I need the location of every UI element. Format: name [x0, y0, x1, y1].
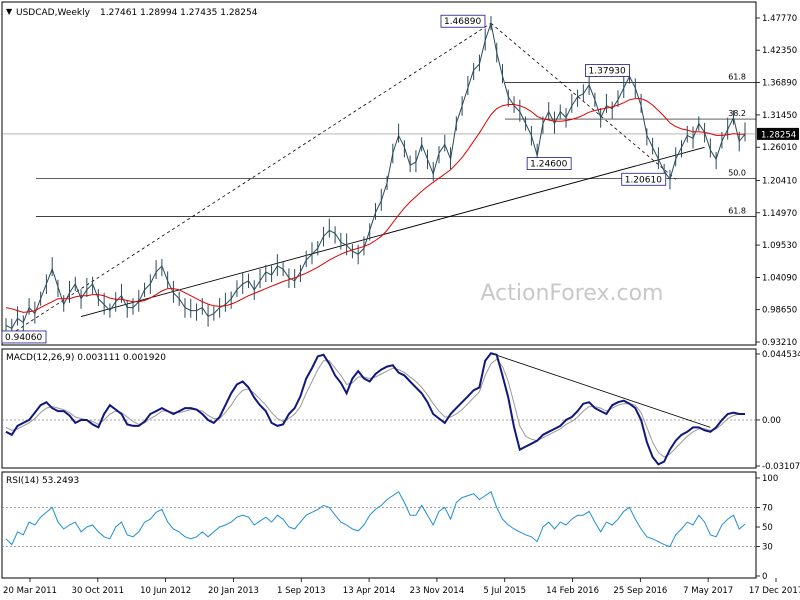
dashed-fall-line	[490, 22, 676, 180]
price-tick-label: 1.47770	[762, 14, 797, 24]
annotation-box	[526, 157, 572, 170]
price-tick-label: 0.93210	[762, 338, 797, 348]
annotation-box	[585, 64, 630, 77]
chart-dropdown-icon[interactable]: ▼	[6, 7, 13, 16]
price-tick-label: 1.26010	[762, 143, 797, 153]
fib-label: 61.8	[728, 207, 746, 216]
fib-label: 50.0	[728, 169, 746, 178]
time-tick-label: 25 Sep 2016	[613, 586, 667, 596]
fib-level-lines: 61.8 38.2 50.0 61.8	[2, 72, 756, 217]
rsi-tick-label: 50	[762, 523, 773, 533]
price-tick-label: 0.98650	[762, 306, 797, 316]
time-axis: 20 Mar 2011 30 Oct 2011 10 Jun 2012 20 Jan …	[3, 578, 800, 596]
macd-panel	[1, 348, 757, 469]
annotation-label: 1.37930	[589, 66, 626, 76]
macd-tick-label: 0.044534	[762, 350, 800, 360]
rsi-tick-label: 100	[762, 474, 778, 484]
watermark: ActionForex.com	[481, 281, 664, 306]
price-series	[5, 16, 746, 339]
time-tick-label: 20 Mar 2011	[3, 586, 57, 596]
annotation-box	[440, 14, 486, 28]
price-annotations: 1.46890 1.37930 1.24600 1.20610 0.94060	[1, 14, 667, 344]
annotation-label: 0.94060	[5, 333, 42, 343]
time-tick-label: 7 May 2017	[683, 586, 733, 596]
macd-line	[5, 352, 745, 466]
time-tick-label: 30 Oct 2011	[72, 586, 125, 596]
signal-line	[5, 358, 745, 458]
annotation-box	[621, 172, 667, 186]
fib-label: 38.2	[728, 109, 746, 118]
rsi-panel	[1, 471, 757, 579]
rsi-tick-label: 70	[762, 503, 773, 513]
rsi-tick-label: 0	[762, 572, 767, 582]
price-axis: 1.47770 1.42350 1.36890 1.31450 1.26010 1.204…	[756, 14, 799, 348]
moving-average-line	[5, 98, 745, 313]
ohlc-readout: 1.27461 1.28994 1.27435 1.28254	[100, 8, 258, 18]
price-tick-label: 1.42350	[762, 46, 797, 56]
last-price-label: 1.28254	[761, 130, 796, 140]
annotation-label: 1.20610	[625, 175, 662, 185]
last-price-badge	[757, 127, 799, 140]
price-tick-label: 1.14970	[762, 209, 797, 219]
time-tick-label: 17 Dec 2017	[749, 586, 800, 596]
time-tick-label: 5 Jul 2015	[483, 586, 526, 596]
macd-trend	[490, 352, 711, 428]
time-tick-label: 23 Nov 2014	[410, 586, 464, 596]
time-tick-label: 20 Jan 2013	[208, 586, 259, 596]
macd-label: MACD(12,26,9) 0.003111 0.001920	[6, 353, 166, 363]
price-close-line	[5, 21, 746, 330]
rsi-label: RSI(14) 53.2493	[6, 476, 79, 486]
annotation-label: 1.46890	[444, 17, 481, 27]
time-tick-label: 13 Apr 2014	[343, 586, 396, 596]
chart-title: USDCAD,Weekly	[16, 8, 91, 18]
price-tick-label: 1.31450	[762, 111, 797, 121]
annotation-label: 1.24600	[530, 160, 567, 170]
rsi-line	[5, 490, 746, 548]
support-trend-line	[80, 146, 705, 317]
annotation-box	[1, 330, 47, 344]
price-tick-label: 1.09530	[762, 241, 797, 251]
price-tick-label: 1.04090	[762, 273, 797, 283]
rsi-series	[5, 490, 746, 548]
macd-tick-label: -0.031072	[762, 462, 800, 472]
rsi-axis: 100 70 50 30 0	[756, 474, 778, 582]
rsi-tick-label: 30	[762, 543, 773, 553]
macd-axis: 0.044534 0.00 -0.031072	[756, 350, 800, 472]
price-tick-label: 1.20410	[762, 176, 797, 186]
macd-tick-label: 0.00	[762, 416, 781, 426]
macd-trend-line	[490, 352, 711, 428]
time-tick-label: 10 Jun 2012	[140, 586, 191, 596]
price-tick-label: 1.36890	[762, 79, 797, 89]
time-tick-label: 14 Feb 2016	[546, 586, 599, 596]
time-tick-label: 1 Sep 2013	[277, 586, 325, 596]
fib-label: 61.8	[728, 72, 746, 81]
macd-series	[5, 352, 745, 466]
